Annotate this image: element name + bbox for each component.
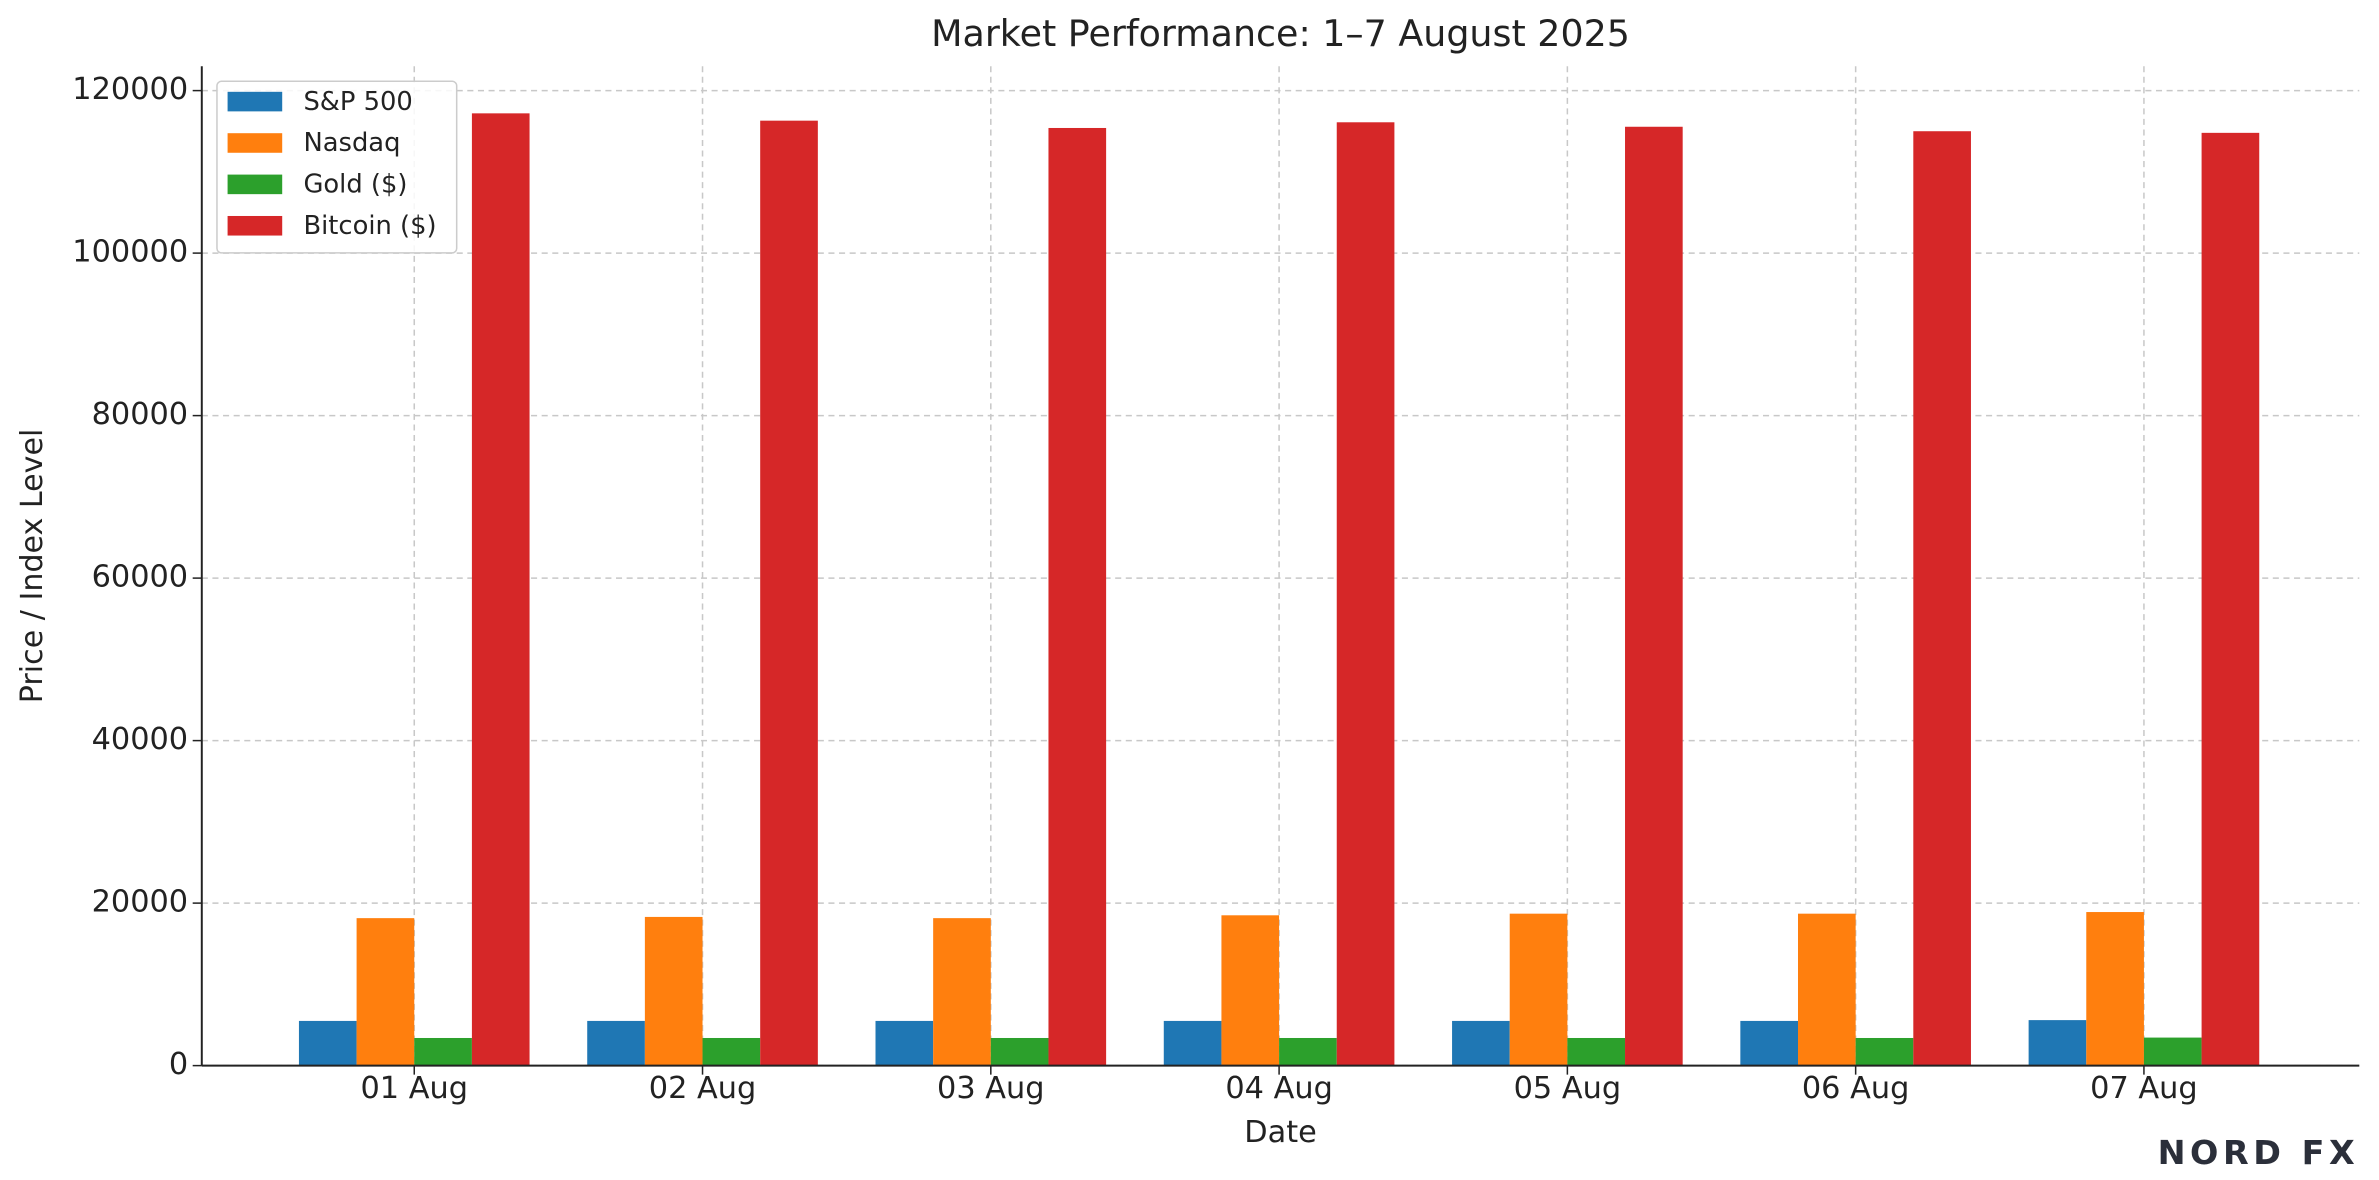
- bar: [644, 916, 703, 1066]
- bar: [2028, 1020, 2087, 1066]
- y-tick-label: 20000: [92, 885, 189, 920]
- bar: [298, 1020, 357, 1066]
- legend-swatch: [227, 215, 283, 236]
- bar: [1797, 913, 1856, 1066]
- bar: [1221, 915, 1280, 1066]
- bar: [702, 1037, 761, 1066]
- legend-label: S&P 500: [303, 87, 412, 117]
- legend-label: Nasdaq: [303, 128, 400, 158]
- bar: [1509, 913, 1568, 1066]
- y-tick-label: 0: [169, 1047, 188, 1082]
- bar: [1625, 126, 1683, 1066]
- bar: [760, 120, 818, 1066]
- legend: S&P 500 Nasdaq Gold ($) Bitcoin ($): [216, 80, 458, 254]
- y-axis-label: Price / Index Level: [15, 429, 50, 704]
- legend-swatch: [227, 91, 283, 112]
- x-tick-label: 05 Aug: [1514, 1071, 1622, 1106]
- x-tick-label: 04 Aug: [1225, 1071, 1333, 1106]
- bar: [933, 918, 991, 1066]
- legend-swatch: [227, 133, 283, 153]
- legend-box: [216, 80, 458, 254]
- bar: [1855, 1037, 1914, 1066]
- bar: [2201, 132, 2260, 1066]
- bar: [1163, 1020, 1222, 1066]
- bar: [1740, 1020, 1798, 1066]
- bar: [1048, 127, 1107, 1066]
- bar: [2143, 1037, 2202, 1066]
- legend-swatch: [227, 174, 283, 195]
- chart-title: Market Performance: 1–7 August 2025: [931, 12, 1630, 55]
- bar: [356, 918, 415, 1066]
- bar: [1452, 1020, 1510, 1066]
- legend-label: Bitcoin ($): [303, 211, 436, 241]
- y-tick-label: 60000: [92, 560, 189, 595]
- y-tick-label: 40000: [92, 722, 189, 757]
- legend-label: Gold ($): [303, 170, 407, 200]
- y-tick-label: 120000: [72, 72, 188, 107]
- bar: [587, 1020, 645, 1066]
- bar: [990, 1037, 1049, 1066]
- bar: [471, 113, 530, 1066]
- logo: NORD FX: [2158, 1133, 2360, 1172]
- bar: [1336, 122, 1395, 1066]
- y-tick-label: 100000: [72, 235, 188, 270]
- x-axis-label: Date: [1244, 1115, 1317, 1150]
- bar: [875, 1020, 934, 1066]
- bar: [1279, 1037, 1337, 1066]
- x-tick-label: 01 Aug: [360, 1071, 468, 1106]
- y-tick-label: 80000: [92, 397, 189, 432]
- bar: [414, 1037, 472, 1066]
- bar: [2086, 912, 2144, 1066]
- x-tick-label: 06 Aug: [1802, 1071, 1910, 1106]
- x-tick-label: 02 Aug: [649, 1071, 757, 1106]
- x-tick-label: 07 Aug: [2090, 1071, 2198, 1106]
- x-tick-label: 03 Aug: [937, 1071, 1045, 1106]
- bar: [1913, 131, 1971, 1066]
- bar: [1567, 1037, 1626, 1066]
